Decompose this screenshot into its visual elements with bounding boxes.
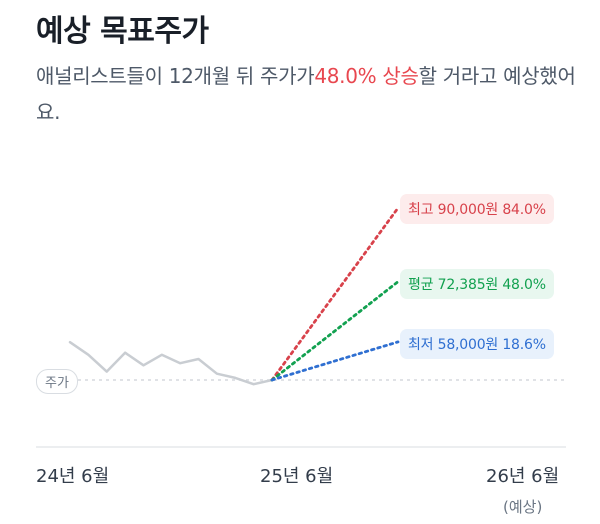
projection-high-line <box>270 206 400 382</box>
description-highlight: 48.0% 상승 <box>314 64 419 88</box>
projection-average-line <box>270 280 400 382</box>
current-price-chip: 주가 <box>36 369 78 394</box>
x-label-forecast-note: (예상) <box>503 498 543 516</box>
x-label-start: 24년 6월 <box>36 466 110 487</box>
x-label-end: 26년 6월 <box>486 466 560 487</box>
projection-low-line <box>270 340 400 382</box>
description-text-end: 할 거라고 예상했어요. <box>36 64 576 124</box>
target-average-badge: 평균 72,385원 48.0% <box>400 269 554 299</box>
description: 애널리스트들이 12개월 뒤 주가가48.0% 상승할 거라고 예상했어요. <box>36 58 576 130</box>
description-text: 애널리스트들이 12개월 뒤 주가가 <box>36 64 315 88</box>
page-title: 예상 목표주가 <box>36 14 209 49</box>
target-high-badge: 최고 90,000원 84.0% <box>400 194 554 224</box>
target-low-badge: 최저 58,000원 18.6% <box>400 329 554 359</box>
x-label-mid: 25년 6월 <box>260 466 334 487</box>
price-history-line <box>68 340 274 386</box>
